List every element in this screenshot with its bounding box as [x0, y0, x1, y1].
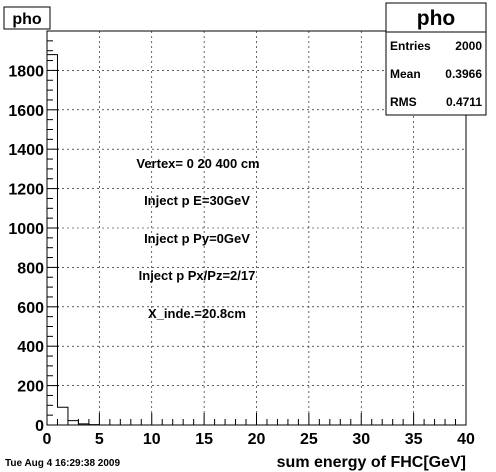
x-tick-label: 25	[300, 431, 318, 448]
x-tick-label: 40	[457, 431, 475, 448]
stats-mean-value: 0.3966	[445, 67, 482, 81]
y-tick-label: 1600	[8, 103, 44, 120]
x-tick-label: 20	[248, 431, 266, 448]
stats-rms-label: RMS	[390, 95, 417, 109]
annotation-py: Inject p Py=0GeV	[144, 231, 250, 246]
y-tick-label: 1000	[8, 221, 44, 238]
stats-mean-label: Mean	[390, 67, 421, 81]
y-tick-label: 200	[17, 379, 44, 396]
stats-rms-value: 0.4711	[446, 95, 482, 109]
y-tick-label: 400	[17, 339, 44, 356]
y-tick-label: 0	[35, 418, 44, 435]
x-tick-label: 30	[352, 431, 370, 448]
x-tick-label: 0	[43, 431, 52, 448]
chart-title: pho	[12, 11, 42, 28]
x-tick-label: 15	[195, 431, 213, 448]
y-tick-label: 600	[17, 300, 44, 317]
x-tick-label: 5	[95, 431, 104, 448]
y-tick-label: 1400	[8, 142, 44, 159]
histogram-bars	[46, 54, 100, 426]
stats-entries-value: 2000	[455, 39, 482, 53]
x-tick-label: 35	[405, 431, 423, 448]
annotation-vertex: Vertex= 0 20 400 cm	[136, 156, 259, 171]
stats-entries-label: Entries	[390, 39, 431, 53]
x-axis-label: sum energy of FHC[GeV]	[277, 454, 466, 471]
y-tick-label: 1800	[8, 63, 44, 80]
annotation-energy: Inject p E=30GeV	[144, 193, 250, 208]
histogram-bin	[57, 407, 67, 425]
y-tick-label: 1200	[8, 182, 44, 199]
histogram-bin	[68, 421, 78, 425]
histogram-outline	[46, 54, 100, 426]
axis-ticks: 0 5 10 15 20 25 30 35 40020040060080010001200140…	[8, 30, 475, 448]
timestamp: Tue Aug 4 16:29:38 2009	[5, 458, 120, 469]
annotation-pxpz: Inject p Px/Pz=2/17	[139, 268, 256, 283]
x-tick-label: 10	[143, 431, 161, 448]
y-tick-label: 800	[17, 260, 44, 277]
title-box	[3, 6, 51, 30]
annotation-xinde: X_inde.=20.8cm	[148, 306, 246, 321]
stats-title: pho	[417, 7, 455, 30]
stats-box: pho Entries 2000 Mean 0.3966 RMS 0.4711	[385, 2, 487, 116]
